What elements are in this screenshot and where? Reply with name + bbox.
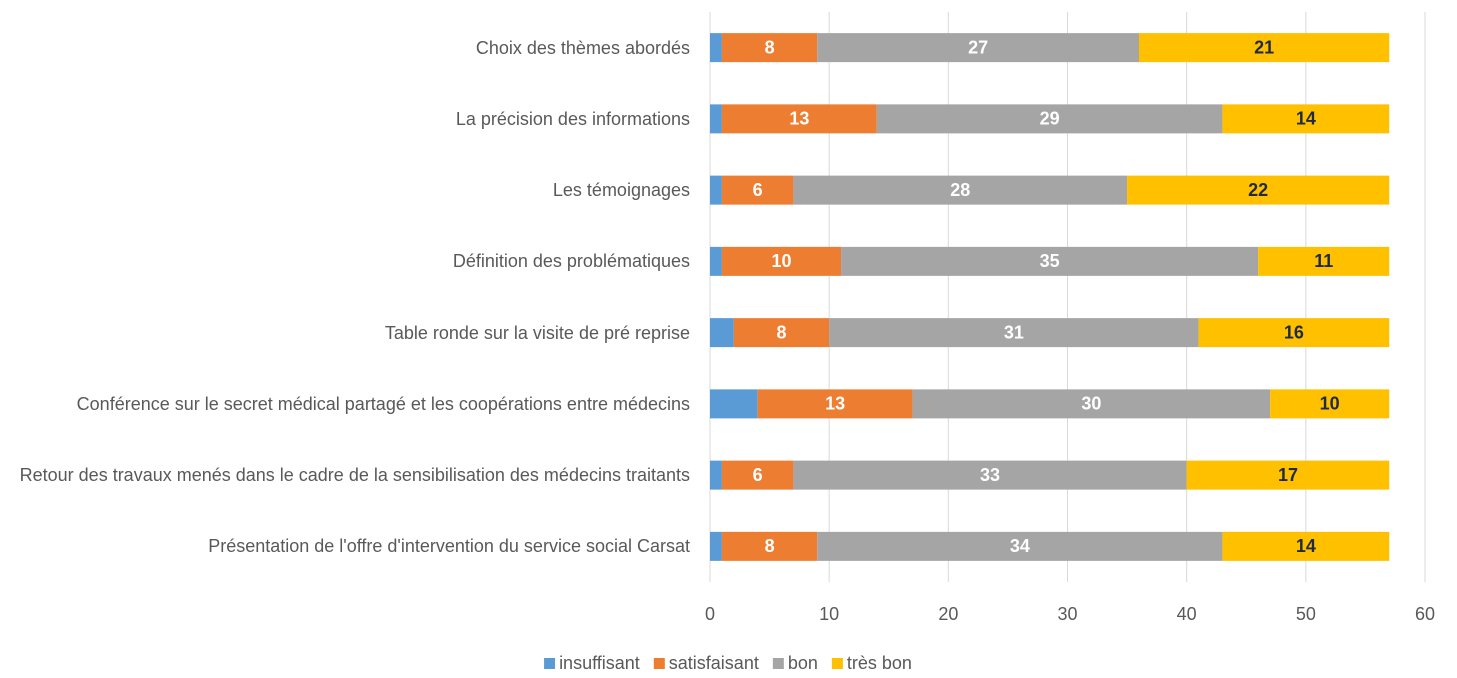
bar-segment [912, 389, 1271, 419]
data-label: 16 [1284, 322, 1304, 342]
data-label: 29 [1040, 109, 1060, 129]
bar-segment [876, 104, 1223, 134]
x-tick-label: 0 [705, 604, 715, 624]
legend-swatch [544, 658, 556, 669]
data-label: 14 [1296, 109, 1316, 129]
bar-segment [757, 389, 913, 419]
bar-segment [721, 531, 818, 561]
data-label: 6 [753, 180, 763, 200]
data-label: 8 [765, 536, 775, 556]
data-label: 10 [771, 251, 791, 271]
bar-segment [1222, 104, 1390, 134]
bar-segment [710, 389, 758, 419]
legend-label: insuffisant [559, 653, 640, 673]
y-tick-label: Définition des problématiques [452, 251, 690, 272]
data-label: 34 [1010, 536, 1030, 556]
bar-segment [710, 104, 722, 134]
bar-segment [710, 460, 722, 490]
bar-segment [1270, 389, 1390, 419]
y-tick-label: Les témoignages [552, 180, 690, 201]
bar-segment [1198, 318, 1390, 348]
bar-segment [721, 33, 818, 63]
x-tick-label: 20 [938, 604, 958, 624]
legend-swatch [653, 658, 665, 669]
x-tick-label: 60 [1415, 604, 1435, 624]
bar-segment [817, 531, 1223, 561]
data-label: 21 [1254, 37, 1274, 57]
bar-segment [710, 246, 722, 276]
bar-segment [829, 318, 1199, 348]
bar-segment [721, 104, 877, 134]
bar-segment [721, 175, 794, 205]
y-tick-label: Choix des thèmes abordés [475, 37, 690, 58]
legend-label: très bon [847, 653, 912, 673]
bar-segment [1127, 175, 1390, 205]
bar-segment [1258, 246, 1390, 276]
legend-label: bon [788, 653, 818, 673]
legend-swatch [831, 658, 843, 669]
bar-segment [721, 246, 842, 276]
data-label: 27 [968, 37, 988, 57]
data-label: 22 [1248, 180, 1268, 200]
x-tick-label: 40 [1177, 604, 1197, 624]
data-label: 13 [825, 394, 845, 414]
bar-segment [721, 460, 794, 490]
y-tick-label: La précision des informations [455, 108, 690, 129]
bar-segment [793, 175, 1128, 205]
data-label: 13 [789, 109, 809, 129]
bar-segment [1139, 33, 1390, 63]
data-label: 14 [1296, 536, 1316, 556]
data-label: 11 [1314, 251, 1333, 271]
y-tick-label: Retour des travaux menés dans le cadre d… [19, 465, 690, 486]
data-label: 8 [776, 322, 786, 342]
bar-segment [793, 460, 1187, 490]
data-label: 6 [753, 465, 763, 485]
bar-segment [710, 33, 722, 63]
y-tick-label: Conférence sur le secret médical partagé… [76, 393, 690, 414]
data-label: 30 [1081, 394, 1101, 414]
x-tick-label: 30 [1057, 604, 1077, 624]
data-label: 17 [1278, 465, 1298, 485]
bar-segment [710, 531, 722, 561]
legend-label: satisfaisant [669, 653, 759, 673]
x-tick-label: 50 [1296, 604, 1316, 624]
bar-segment [733, 318, 830, 348]
bar-segment [841, 246, 1259, 276]
data-label: 8 [765, 37, 775, 57]
bar-segment [817, 33, 1139, 63]
data-label: 10 [1320, 394, 1340, 414]
data-label: 28 [950, 180, 970, 200]
bar-segment [710, 318, 734, 348]
bar-segment [1186, 460, 1390, 490]
x-tick-label: 10 [819, 604, 839, 624]
bar-segment [710, 175, 722, 205]
data-label: 33 [980, 465, 1000, 485]
data-label: 31 [1004, 322, 1024, 342]
data-label: 35 [1040, 251, 1060, 271]
y-tick-label: Présentation de l'offre d'intervention d… [208, 536, 690, 557]
y-tick-label: Table ronde sur la visite de pré reprise [384, 322, 690, 343]
bar-segment [1222, 531, 1390, 561]
legend-swatch [772, 658, 784, 669]
